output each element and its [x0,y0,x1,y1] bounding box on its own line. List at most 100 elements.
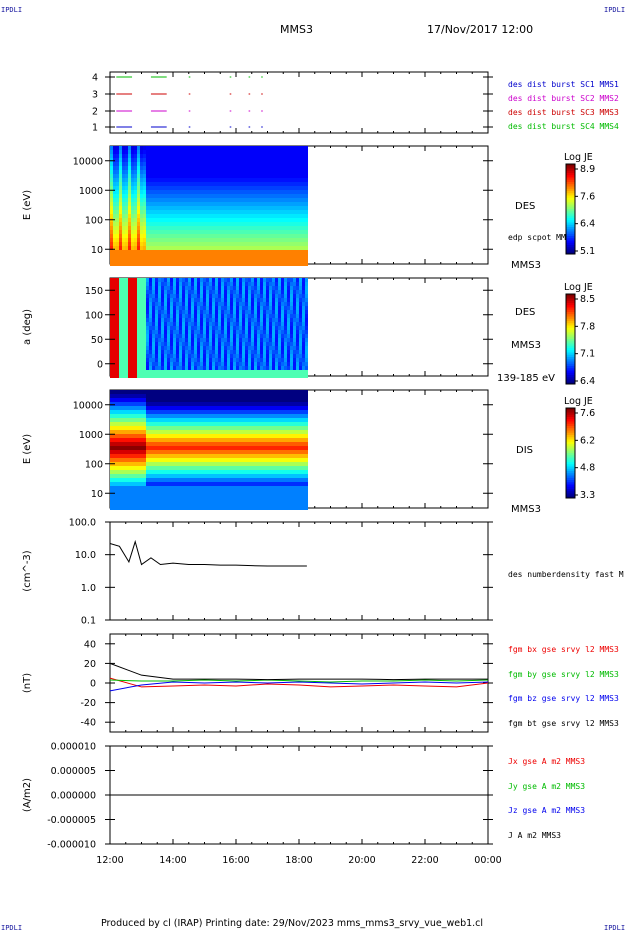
heatmap-cell [152,242,155,246]
heatmap-cell [263,178,266,182]
heatmap-cell [152,450,155,454]
heatmap-cell [143,286,146,290]
heatmap-cell [245,326,248,330]
heatmap-cell [254,210,257,214]
heatmap-cell [179,234,182,238]
heatmap-cell [224,338,227,342]
heatmap-cell [191,230,194,234]
colorbar-cell [566,312,575,315]
heatmap-cell [209,226,212,230]
heatmap-cell [173,250,176,254]
heatmap-cell [257,246,260,250]
heatmap-cell [173,194,176,198]
heatmap-cell [152,258,155,262]
heatmap-cell [140,174,143,178]
heatmap-cell [122,434,125,438]
heatmap-cell [302,366,305,370]
heatmap-cell [287,190,290,194]
heatmap-cell [227,230,230,234]
heatmap-cell [176,354,179,358]
heatmap-cell [161,174,164,178]
heatmap-cell [251,294,254,298]
heatmap-cell [179,226,182,230]
heatmap-cell [140,262,143,266]
heatmap-cell [281,154,284,158]
heatmap-cell [191,394,194,398]
heatmap-cell [152,146,155,150]
heatmap-cell [236,322,239,326]
heatmap-cell [305,166,308,170]
heatmap-cell [134,442,137,446]
heatmap-cell [152,282,155,286]
heatmap-cell [122,330,125,334]
heatmap-cell [275,362,278,366]
heatmap-cell [149,482,152,486]
heatmap-cell [164,402,167,406]
heatmap-cell [155,362,158,366]
heatmap-cell [131,170,134,174]
heatmap-cell [278,286,281,290]
heatmap-cell [194,506,197,510]
heatmap-cell [242,230,245,234]
heatmap-cell [110,258,113,262]
heatmap-cell [110,502,113,506]
heatmap-cell [152,342,155,346]
heatmap-cell [134,418,137,422]
heatmap-cell [197,462,200,466]
heatmap-cell [296,162,299,166]
heatmap-cell [197,422,200,426]
heatmap-cell [170,238,173,242]
heatmap-cell [137,366,140,370]
heatmap-cell [173,430,176,434]
heatmap-cell [251,282,254,286]
heatmap-cell [173,374,176,378]
heatmap-cell [173,234,176,238]
heatmap-cell [275,234,278,238]
heatmap-cell [137,210,140,214]
heatmap-cell [122,146,125,150]
heatmap-cell [149,310,152,314]
heatmap-cell [125,322,128,326]
heatmap-cell [224,326,227,330]
heatmap-cell [212,302,215,306]
heatmap-cell [182,178,185,182]
heatmap-cell [257,150,260,154]
heatmap-cell [131,470,134,474]
heatmap-cell [221,150,224,154]
heatmap-cell [155,286,158,290]
heatmap-cell [257,342,260,346]
heatmap-cell [122,442,125,446]
heatmap-cell [251,222,254,226]
heatmap-cell [149,506,152,510]
heatmap-cell [110,486,113,490]
heatmap-cell [209,282,212,286]
heatmap-cell [110,414,113,418]
heatmap-cell [257,182,260,186]
heatmap-cell [236,258,239,262]
heatmap-cell [164,318,167,322]
heatmap-cell [149,214,152,218]
heatmap-cell [194,322,197,326]
heatmap-cell [125,334,128,338]
heatmap-cell [233,278,236,282]
heatmap-cell [167,238,170,242]
heatmap-cell [200,458,203,462]
heatmap-cell [176,178,179,182]
heatmap-cell [272,210,275,214]
heatmap-cell [164,182,167,186]
heatmap-cell [173,158,176,162]
heatmap-cell [155,486,158,490]
heatmap-cell [302,170,305,174]
heatmap-cell [131,190,134,194]
heatmap-cell [230,206,233,210]
heatmap-cell [176,434,179,438]
heatmap-cell [131,342,134,346]
heatmap-cell [146,470,149,474]
heatmap-cell [200,146,203,150]
heatmap-cell [185,302,188,306]
heatmap-cell [131,338,134,342]
heatmap-cell [125,186,128,190]
heatmap-cell [179,470,182,474]
heatmap-cell [122,406,125,410]
heatmap-cell [170,418,173,422]
